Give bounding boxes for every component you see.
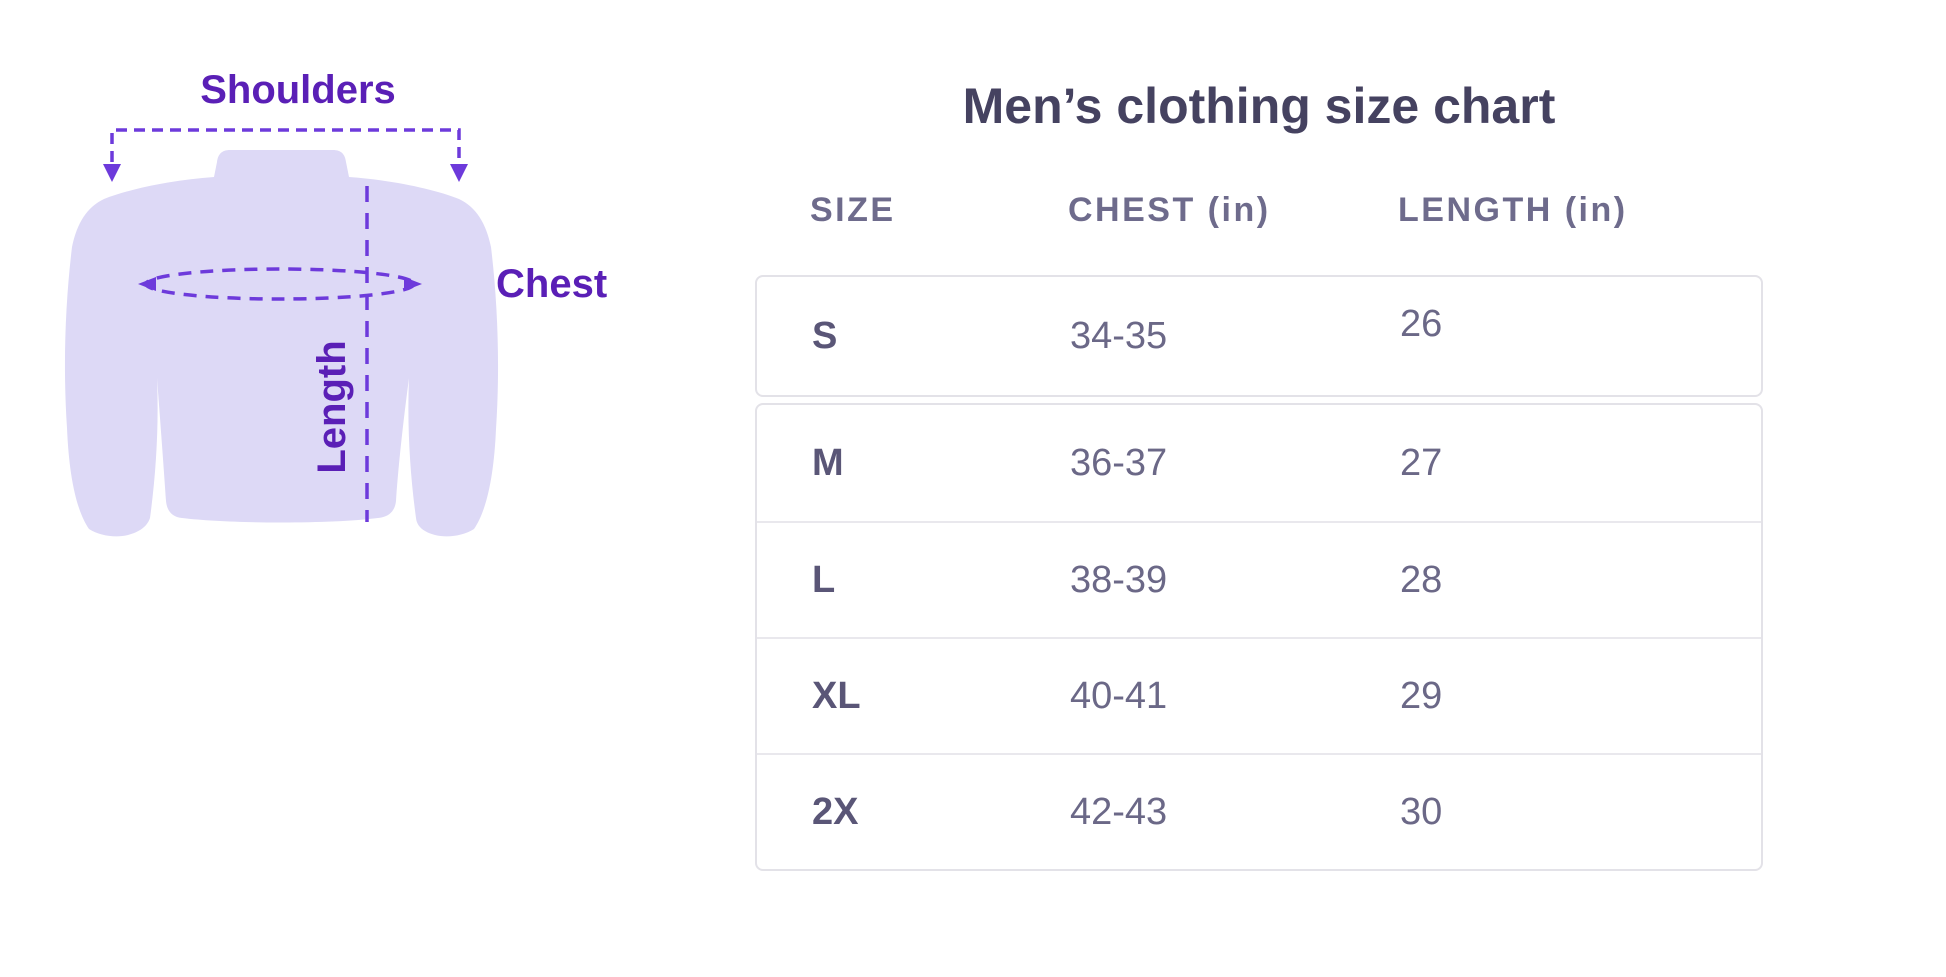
chest-cell: 40-41 [1070,674,1168,717]
table-row: L 38-39 28 [757,521,1761,637]
length-cell: 29 [1400,674,1443,717]
length-cell: 27 [1400,441,1443,484]
size-cell: L [812,558,836,601]
chest-label: Chest [496,262,608,306]
table-row: 2X 42-43 30 [757,753,1761,869]
length-cell: 28 [1400,558,1443,601]
size-cell: M [812,441,844,484]
size-cell: XL [812,674,861,717]
size-table-card-top: S 34-35 26 [755,275,1763,397]
shoulders-label: Shoulders [200,68,396,112]
length-cell: 26 [1400,302,1443,345]
page-title: Men’s clothing size chart [962,78,1556,134]
length-cell: 30 [1400,790,1443,833]
shirt-silhouette [64,150,499,537]
length-label: Length [310,340,354,474]
shoulders-arrow-line [110,128,461,162]
table-row: XL 40-41 29 [757,637,1761,753]
column-header-chest: CHEST (in) [1068,190,1271,229]
chest-arrowhead-left [138,277,156,291]
column-header-size: SIZE [810,190,896,229]
column-header-length: LENGTH (in) [1398,190,1628,229]
chest-cell: 38-39 [1070,558,1168,601]
shirt-measurement-diagram: Shoulders Chest Length [0,0,660,700]
shirt-illustration-svg [64,128,499,537]
size-cell: 2X [812,790,859,833]
chest-arrowhead-right [404,277,422,291]
chest-cell: 34-35 [1070,314,1168,357]
chest-cell: 42-43 [1070,790,1168,833]
table-header-row: SIZE CHEST (in) LENGTH (in) [755,188,1763,232]
shoulders-arrowhead-right [450,164,468,182]
table-row: M 36-37 27 [757,405,1761,521]
table-row: S 34-35 26 [757,277,1761,395]
size-cell: S [812,314,838,357]
chest-cell: 36-37 [1070,441,1168,484]
shoulders-arrowhead-left [103,164,121,182]
size-table-card-bottom: M 36-37 27 L 38-39 28 XL 40-41 29 2X 42-… [755,403,1763,871]
